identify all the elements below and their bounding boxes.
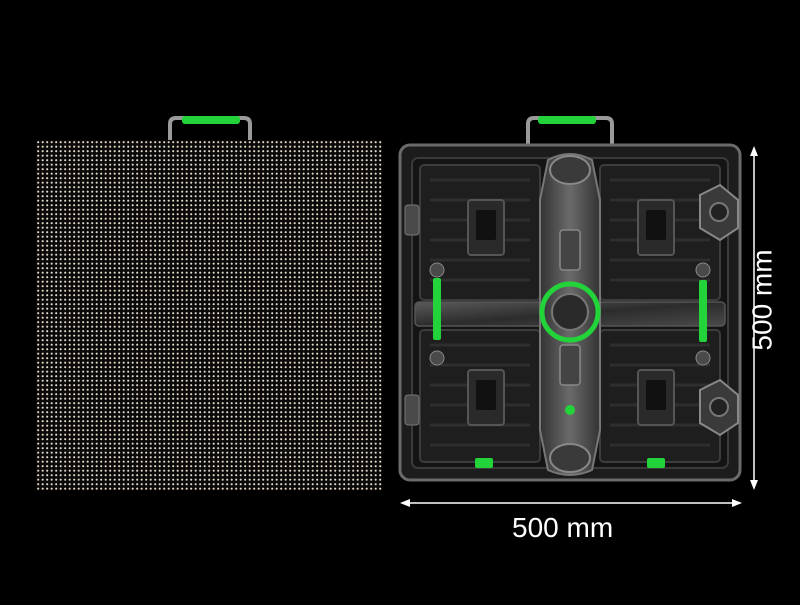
central-spine (539, 153, 601, 476)
module-bays (419, 164, 721, 463)
front-handle (168, 116, 252, 142)
width-label: 500 mm (512, 512, 614, 543)
front-led-panel (36, 116, 382, 490)
height-dimension-line (750, 146, 758, 490)
back-handle (526, 116, 614, 150)
led-dot-matrix-icon (36, 140, 382, 490)
bottom-clip-left (475, 458, 493, 468)
bottom-clip-right (647, 458, 665, 468)
back-cabinet-panel (398, 116, 742, 482)
width-dimension-line (400, 499, 742, 507)
height-label: 500 mm (746, 249, 778, 351)
side-latches (404, 183, 739, 437)
